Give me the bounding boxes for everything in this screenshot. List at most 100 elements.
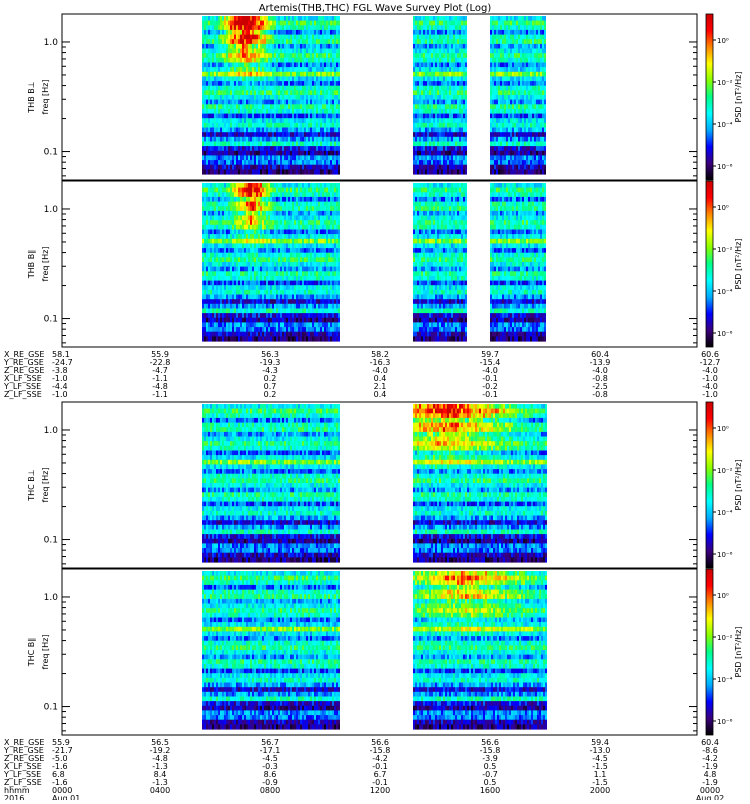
spectrogram-cell: [228, 197, 230, 202]
spectrogram-cell: [504, 76, 506, 81]
spectrogram-cell: [220, 16, 222, 21]
spectrogram-cell: [230, 109, 232, 114]
spectrogram-cell: [316, 44, 318, 49]
spectrogram-cell: [526, 169, 528, 174]
spectrogram-cell: [222, 230, 224, 235]
spectrogram-cell: [496, 67, 498, 72]
spectrogram-cell: [254, 169, 256, 174]
spectrogram-cell: [222, 309, 224, 314]
spectrogram-cell: [338, 35, 340, 40]
spectrogram-cell: [286, 49, 288, 54]
spectrogram-cell: [220, 253, 222, 258]
spectrogram-cell: [312, 86, 314, 91]
spectrogram-cell: [260, 90, 262, 95]
spectrogram-cell: [427, 160, 429, 165]
spectrogram-cell: [530, 76, 532, 81]
spectrogram-cell: [212, 58, 214, 63]
spectrogram-cell: [294, 67, 296, 72]
spectrogram-cell: [423, 104, 425, 109]
spectrogram-cell: [268, 76, 270, 81]
spectrogram-cell: [492, 86, 494, 91]
spectrogram-cell: [328, 109, 330, 114]
spectrogram-cell: [204, 220, 206, 225]
spectrogram-cell: [260, 118, 262, 123]
spectrogram-cell: [459, 160, 461, 165]
spectrogram-cell: [314, 39, 316, 44]
spectrogram-cell: [451, 169, 453, 174]
spectrogram-cell: [310, 123, 312, 128]
spectrogram-cell: [322, 165, 324, 170]
spectrogram-cell: [423, 30, 425, 35]
spectrogram-cell: [232, 58, 234, 63]
spectrogram-cell: [268, 72, 270, 77]
spectrogram-cell: [459, 128, 461, 133]
spectrogram-cell: [226, 336, 228, 341]
spectrogram-cell: [322, 123, 324, 128]
spectrogram-cell: [316, 76, 318, 81]
spectrogram-cell: [298, 53, 300, 58]
spectrogram-cell: [214, 202, 216, 207]
spectrogram-cell: [445, 81, 447, 86]
spectrogram-cell: [232, 95, 234, 100]
spectrogram-cell: [278, 155, 280, 160]
spectrogram-cell: [222, 67, 224, 72]
spectrogram-cell: [530, 142, 532, 147]
spectrogram-segment: [202, 16, 340, 175]
spectrogram-cell: [216, 216, 218, 221]
spectrogram-cell: [492, 165, 494, 170]
spectrogram-cell: [542, 90, 544, 95]
spectrogram-cell: [304, 165, 306, 170]
spectrogram-cell: [502, 165, 504, 170]
spectrogram-cell: [504, 123, 506, 128]
spectrogram-cell: [328, 142, 330, 147]
spectrogram-cell: [202, 53, 204, 58]
spectrogram-cell: [540, 81, 542, 86]
spectrogram-cell: [534, 169, 536, 174]
spectrogram-cell: [506, 72, 508, 77]
spectrogram-cell: [236, 336, 238, 341]
spectrogram-cell: [290, 21, 292, 26]
spectrogram-cell: [266, 165, 268, 170]
spectrogram-cell: [210, 72, 212, 77]
spectrogram-cell: [322, 63, 324, 68]
spectrogram-cell: [208, 81, 210, 86]
spectrogram-cell: [435, 81, 437, 86]
spectrogram-cell: [338, 58, 340, 63]
spectrogram-cell: [457, 155, 459, 160]
spectrogram-cell: [232, 132, 234, 137]
spectrogram-cell: [210, 309, 212, 314]
spectrogram-cell: [222, 114, 224, 119]
spectrogram-cell: [308, 53, 310, 58]
spectrogram-cell: [453, 25, 455, 30]
spectrogram-cell: [463, 49, 465, 54]
spectrogram-cell: [328, 16, 330, 21]
spectrogram-cell: [202, 304, 204, 309]
spectrogram-cell: [435, 39, 437, 44]
spectrogram-cell: [252, 44, 254, 49]
spectrogram-cell: [202, 21, 204, 26]
spectrogram-cell: [276, 44, 278, 49]
spectrogram-cell: [234, 202, 236, 207]
spectrogram-cell: [334, 128, 336, 133]
spectrogram-cell: [234, 216, 236, 221]
spectrogram-cell: [320, 137, 322, 142]
spectrogram-cell: [336, 169, 338, 174]
spectrogram-cell: [258, 67, 260, 72]
spectrogram-cell: [252, 160, 254, 165]
spectrogram-cell: [232, 86, 234, 91]
spectrogram-cell: [300, 72, 302, 77]
spectrogram-cell: [228, 216, 230, 221]
spectrogram-cell: [445, 160, 447, 165]
spectrogram-cell: [457, 16, 459, 21]
spectrogram-cell: [415, 25, 417, 30]
spectrogram-cell: [296, 35, 298, 40]
spectrogram-cell: [322, 44, 324, 49]
spectrogram-cell: [218, 276, 220, 281]
spectrogram-cell: [242, 192, 244, 197]
spectrogram-cell: [204, 188, 206, 193]
spectrogram-cell: [445, 132, 447, 137]
spectrogram-cell: [332, 165, 334, 170]
spectrogram-cell: [318, 146, 320, 151]
spectrogram-cell: [455, 169, 457, 174]
spectrogram-cell: [220, 109, 222, 114]
